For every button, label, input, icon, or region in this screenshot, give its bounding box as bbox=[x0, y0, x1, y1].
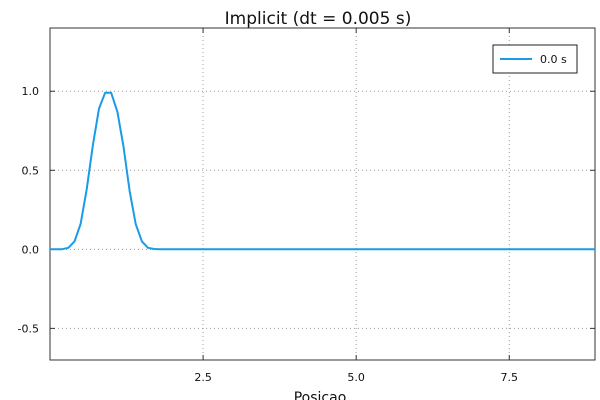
y-tick-label: 0.0 bbox=[22, 243, 40, 256]
series-layer bbox=[50, 91, 595, 251]
y-tick-label: -0.5 bbox=[18, 322, 39, 335]
legend: 0.0 s bbox=[492, 44, 578, 74]
legend-label: 0.0 s bbox=[540, 53, 567, 66]
plot-frame bbox=[49, 27, 596, 361]
x-axis-label: Posicao bbox=[294, 390, 347, 400]
y-tick-label: 0.5 bbox=[22, 164, 40, 177]
y-tick-label: 1.0 bbox=[22, 85, 40, 98]
chart-title: Implicit (dt = 0.005 s) bbox=[225, 9, 412, 29]
x-tick-label: 7.5 bbox=[501, 371, 519, 384]
x-tick-label: 2.5 bbox=[194, 371, 212, 384]
x-tick-label: 5.0 bbox=[347, 371, 365, 384]
series-line bbox=[50, 91, 595, 251]
